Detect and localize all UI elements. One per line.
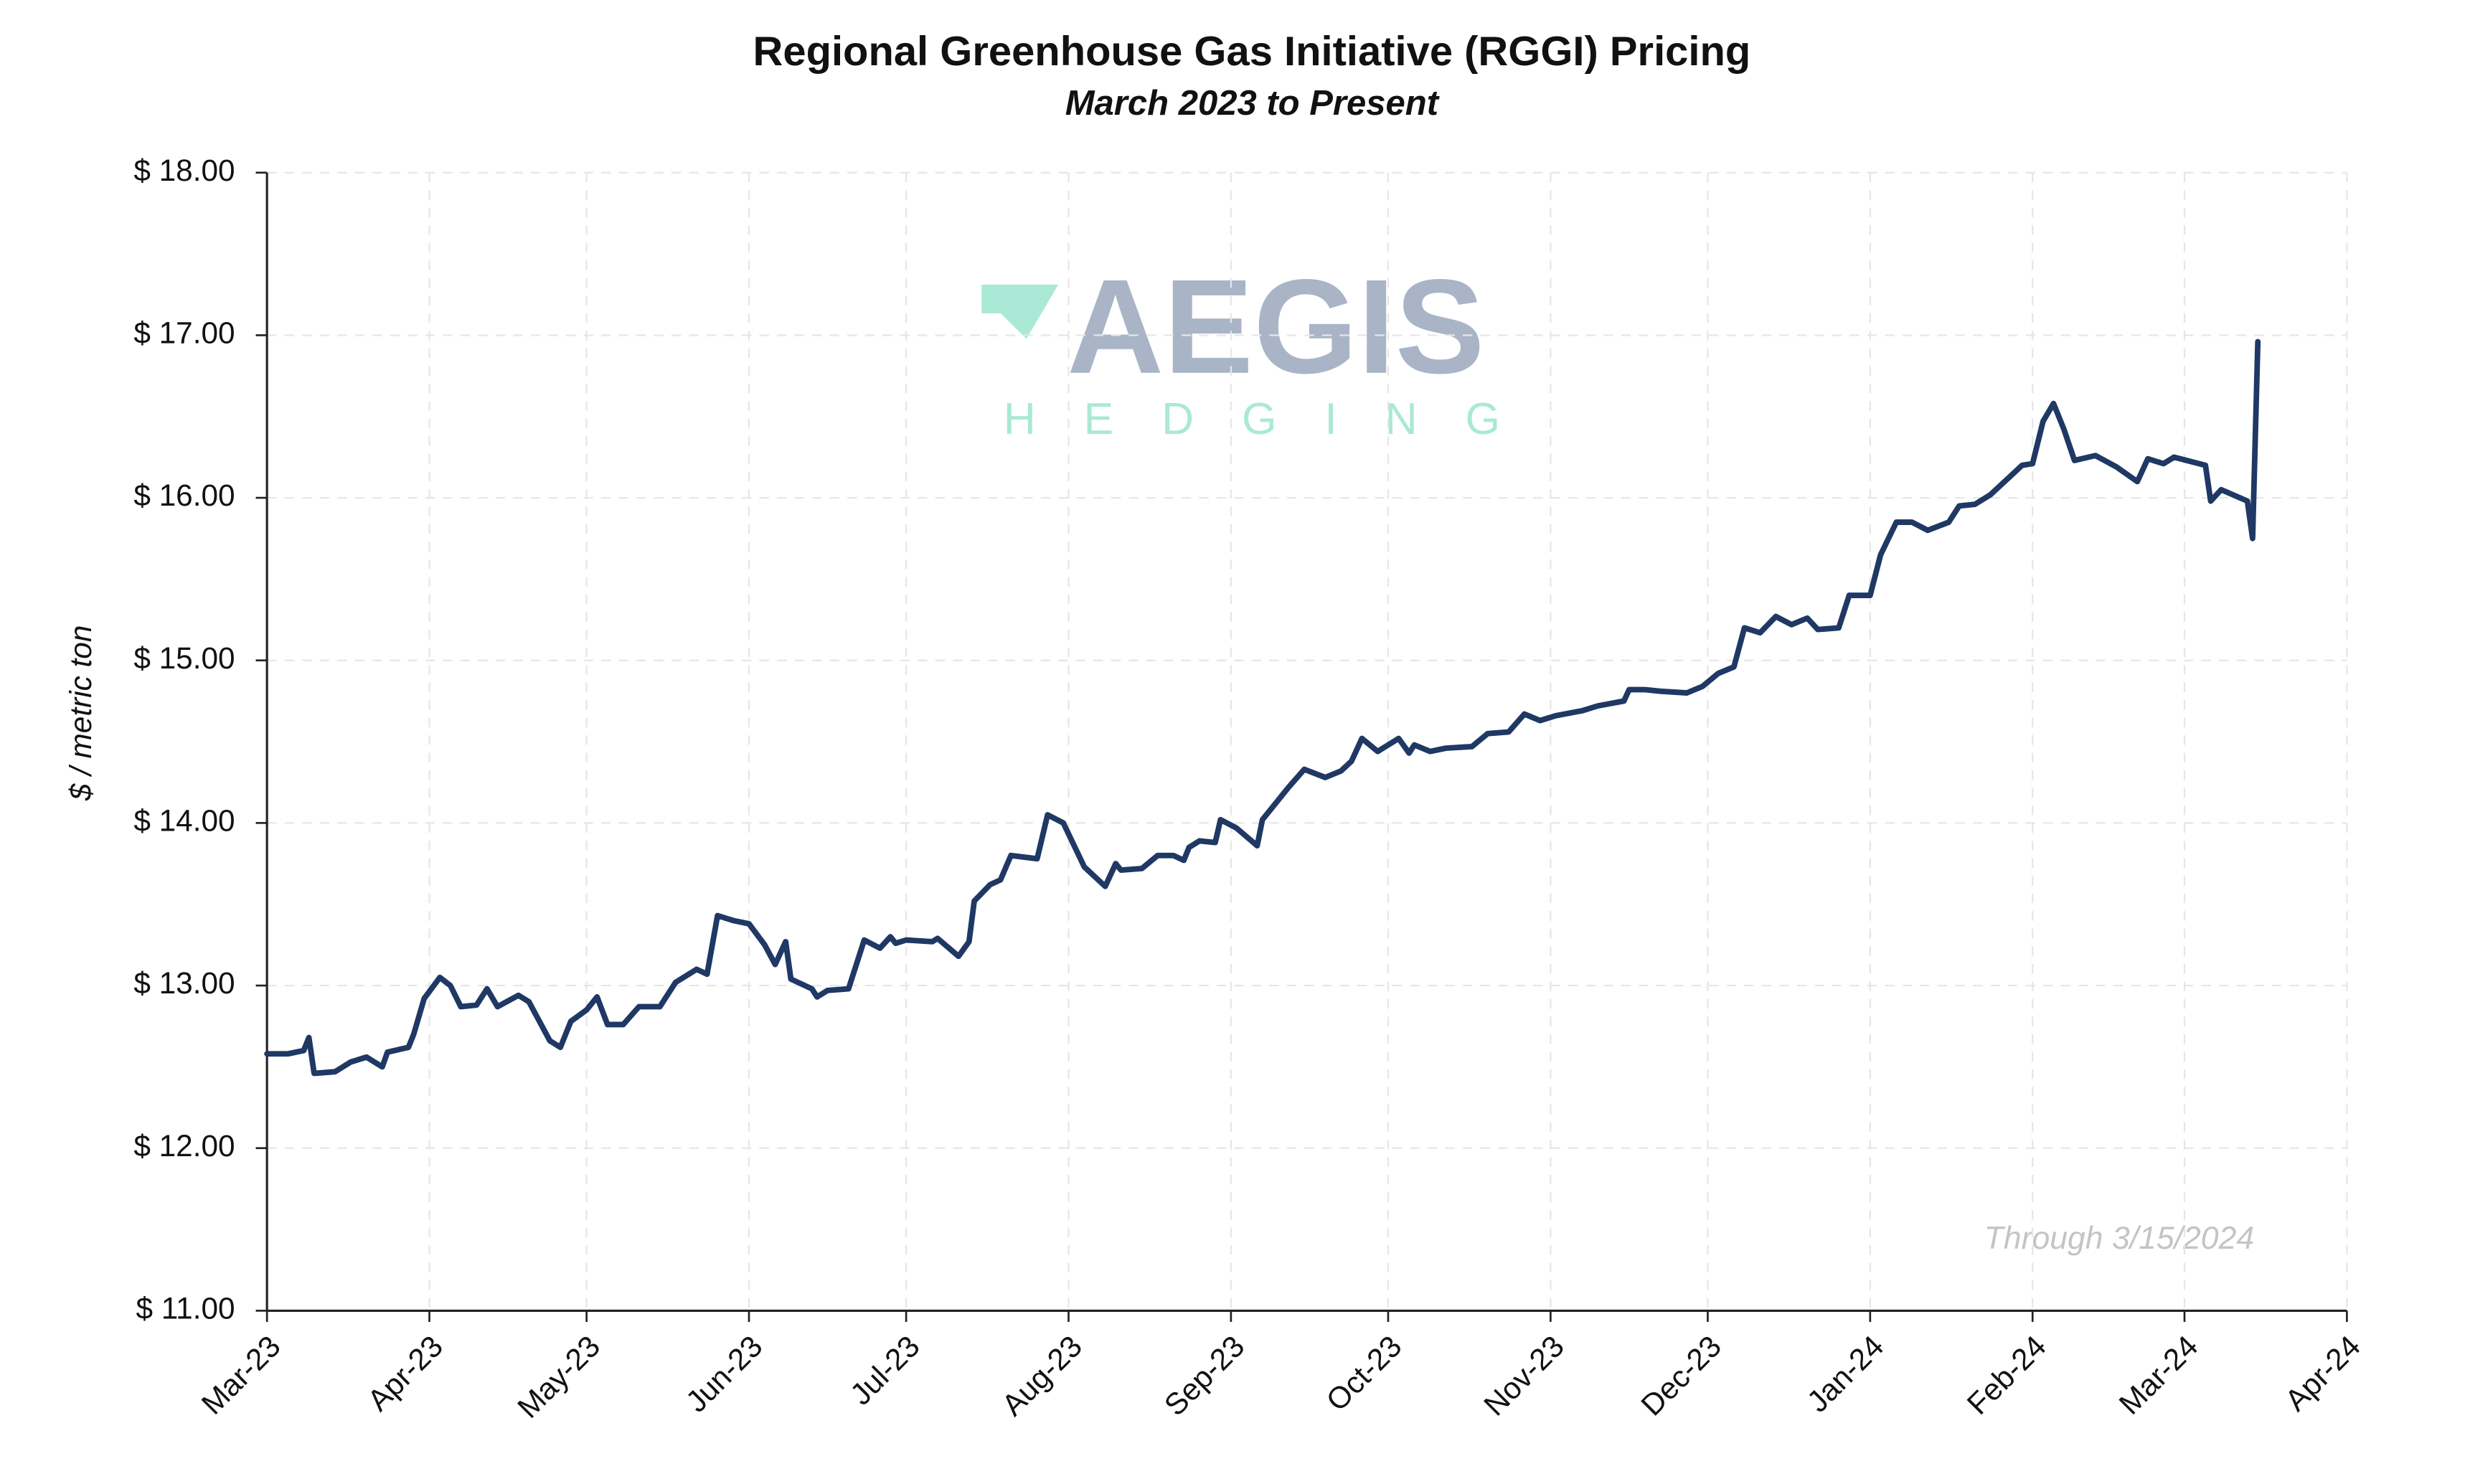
x-tick-label: Aug-23 — [995, 1329, 1088, 1422]
logo-subtext: HEDGING — [1004, 394, 1548, 444]
x-tick-label: Feb-24 — [1961, 1329, 2052, 1421]
x-tick-label: Oct-23 — [1320, 1329, 1408, 1417]
logo-text: AEGIS — [1067, 252, 1485, 402]
x-tick-label: Apr-24 — [2278, 1329, 2367, 1417]
y-tick-label: $ 14.00 — [133, 804, 235, 838]
x-tick-label: Sep-23 — [1158, 1329, 1251, 1422]
y-axis-label: $ / metric ton — [64, 625, 98, 802]
logo-mark — [981, 284, 1059, 339]
x-tick-label: Dec-23 — [1634, 1329, 1727, 1422]
annotation: Through 3/15/2024 — [1984, 1221, 2254, 1256]
x-tick-label: Nov-23 — [1477, 1329, 1570, 1422]
x-tick-label: Jun-23 — [679, 1329, 769, 1419]
x-tick-label: Jan-24 — [1801, 1329, 1890, 1419]
chart-subtitle: March 2023 to Present — [1065, 84, 1440, 123]
y-tick-label: $ 17.00 — [133, 316, 235, 350]
x-tick-label: Mar-24 — [2113, 1329, 2205, 1421]
price-line — [264, 339, 2261, 1077]
y-tick-label: $ 15.00 — [133, 641, 235, 675]
x-tick-label: Apr-23 — [361, 1329, 449, 1417]
y-tick-label: $ 12.00 — [133, 1129, 235, 1163]
chart-title: Regional Greenhouse Gas Initiative (RGGI… — [753, 29, 1751, 75]
x-tick-label: Jul-23 — [844, 1329, 926, 1412]
y-tick-label: $ 16.00 — [133, 478, 235, 512]
logo: AEGIS HEDGING — [981, 252, 1548, 444]
x-tick-label: May-23 — [511, 1329, 606, 1424]
y-tick-label: $ 11.00 — [136, 1292, 235, 1325]
x-tick-label: Mar-23 — [195, 1329, 287, 1421]
y-tick-label: $ 13.00 — [133, 966, 235, 1000]
y-tick-label: $ 18.00 — [133, 153, 235, 187]
